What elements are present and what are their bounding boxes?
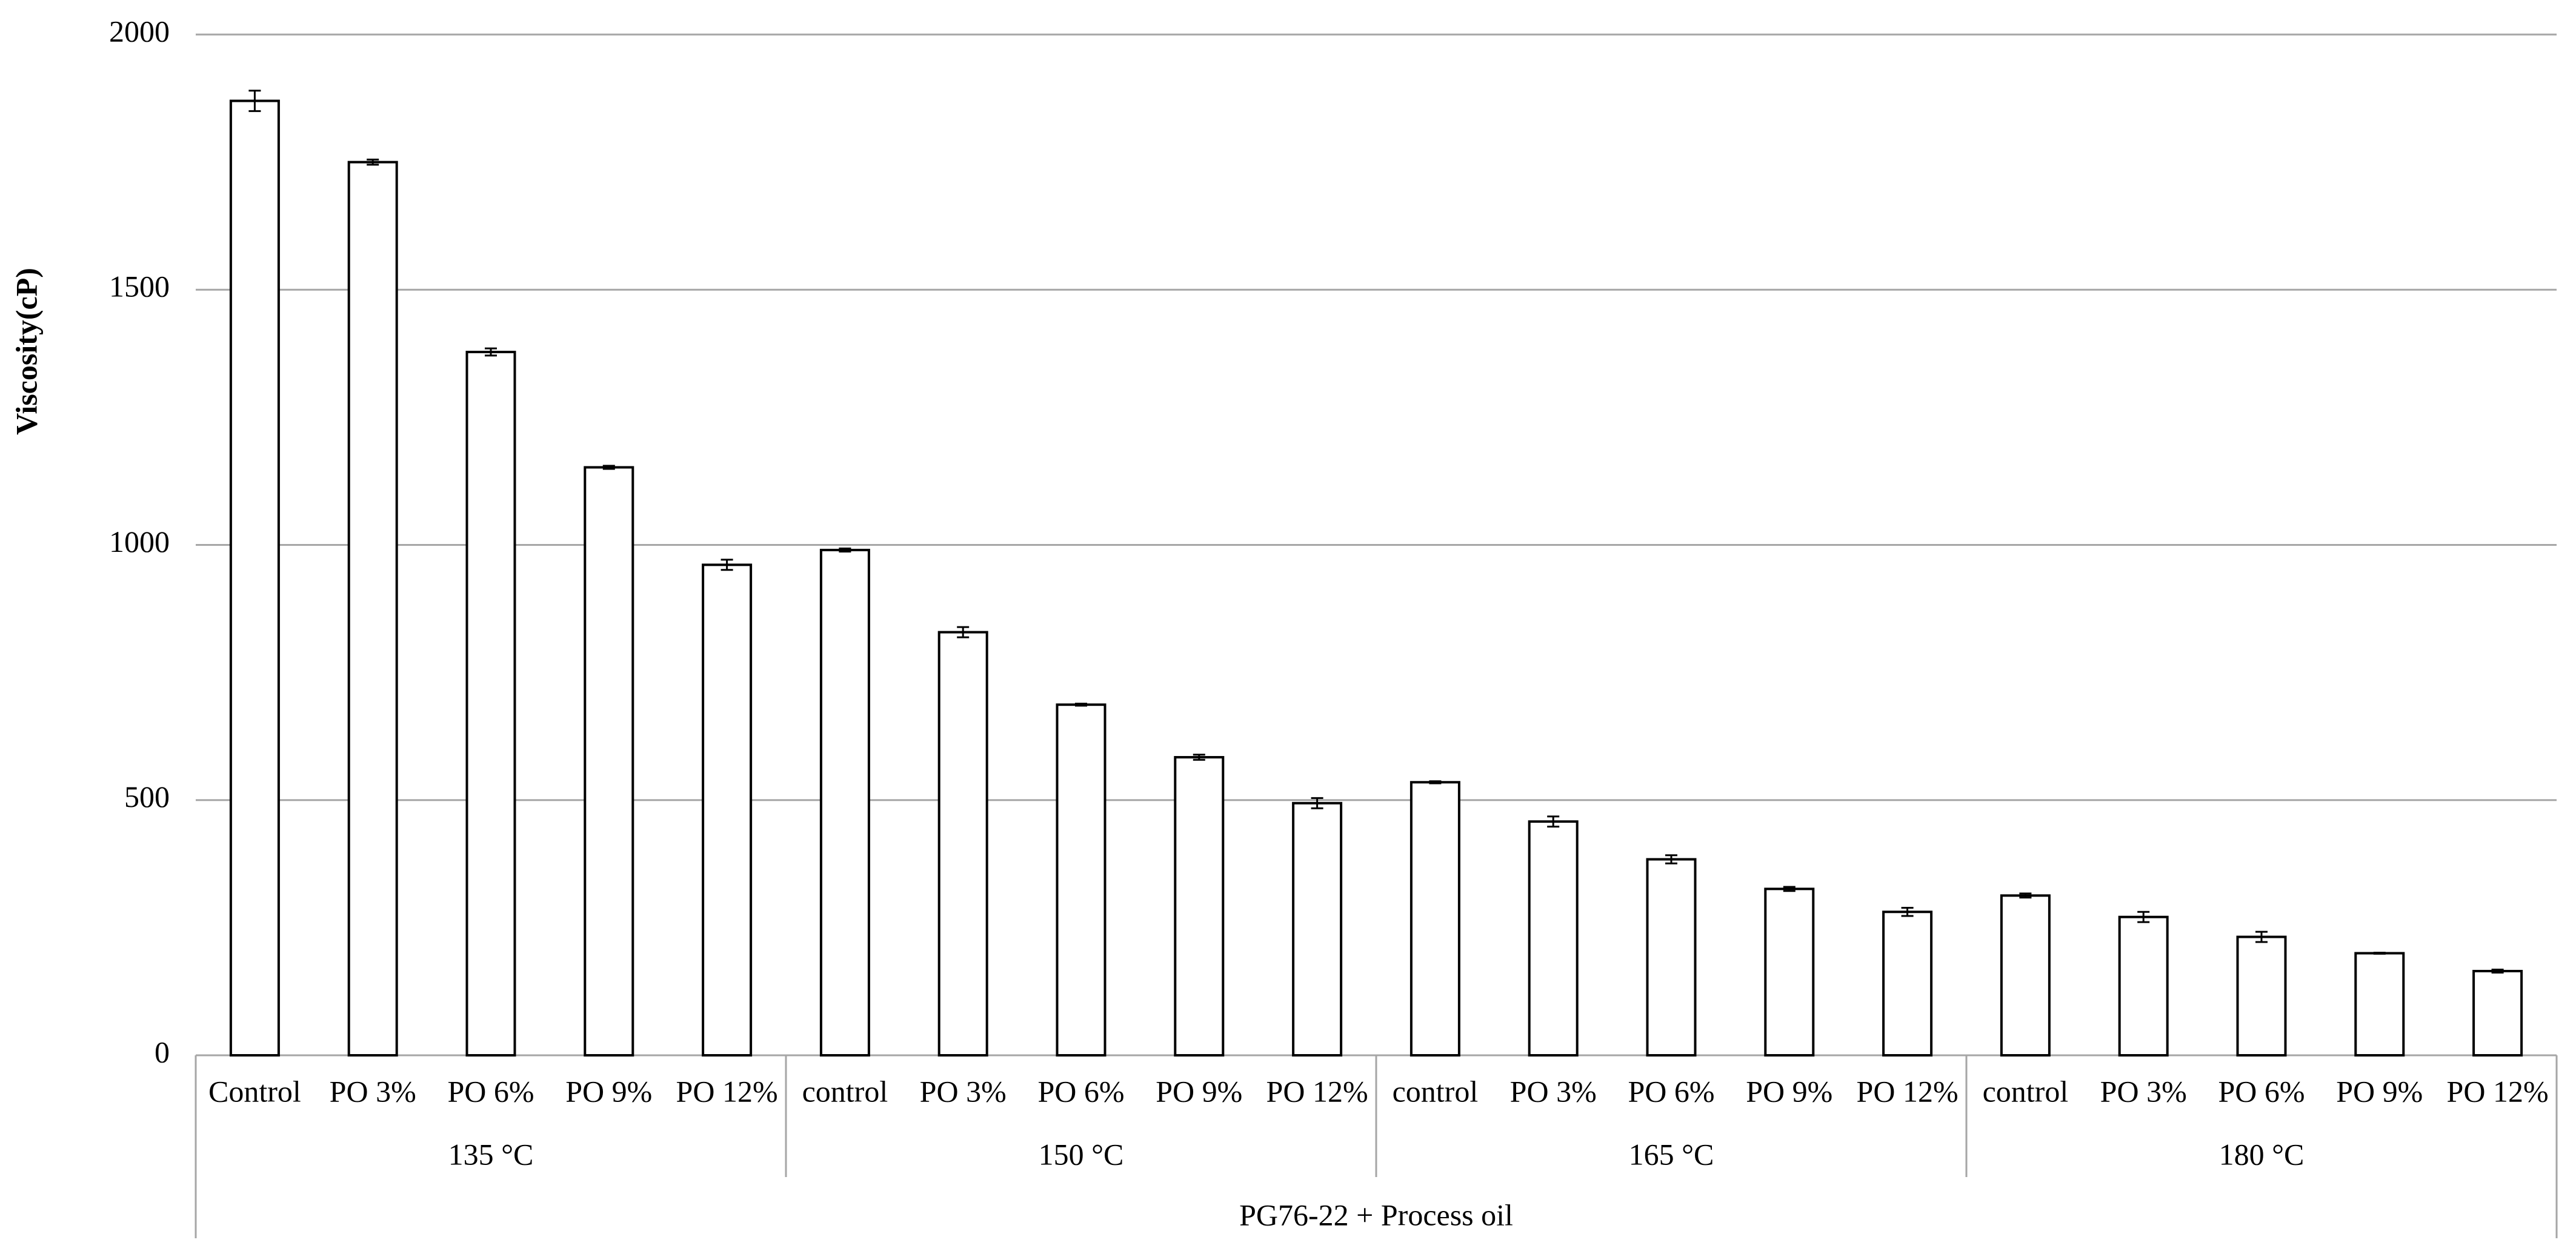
x-tick-label: PO 9%: [1746, 1074, 1832, 1108]
bar: [1056, 703, 1107, 1057]
error-bar: [1429, 780, 1442, 785]
y-tick-label: 2000: [109, 14, 170, 48]
group-label: 135 °C: [448, 1137, 534, 1171]
bar: [937, 631, 988, 1057]
error-bar: [2019, 892, 2032, 899]
x-tick-label: PO 6%: [1037, 1074, 1124, 1108]
x-tick-label: PO 3%: [920, 1074, 1007, 1108]
group-label: 150 °C: [1039, 1137, 1124, 1171]
x-tick-label: PO 6%: [447, 1074, 534, 1108]
bar: [1292, 801, 1343, 1057]
bar: [584, 466, 634, 1057]
bar: [1646, 858, 1697, 1057]
error-bar: [2255, 931, 2268, 943]
error-bar: [1193, 754, 1205, 761]
bar: [702, 563, 753, 1057]
error-bar: [839, 547, 851, 552]
error-bar: [602, 465, 615, 470]
x-tick-label: Control: [208, 1074, 301, 1108]
bar: [1174, 755, 1225, 1057]
error-bar: [485, 347, 497, 357]
error-bar: [2373, 952, 2386, 955]
bar: [465, 351, 516, 1057]
x-tick-label: PO 3%: [2100, 1074, 2187, 1108]
error-bar: [1901, 907, 1914, 917]
x-tick-label: PO 6%: [1628, 1074, 1714, 1108]
x-tick-label: PO 9%: [565, 1074, 652, 1108]
error-bar: [248, 90, 261, 112]
x-tick-label: PO 12%: [1266, 1074, 1368, 1108]
x-tick-label: PO 3%: [1510, 1074, 1597, 1108]
error-bar: [2491, 968, 2504, 974]
x-tick-label: PO 12%: [1857, 1074, 1959, 1108]
x-axis-title: PG76-22 + Process oil: [1239, 1198, 1513, 1232]
bar: [2472, 969, 2523, 1057]
x-tick-label: PO 3%: [330, 1074, 416, 1108]
x-tick-label: PO 9%: [2336, 1074, 2423, 1108]
bar: [2236, 935, 2287, 1057]
y-tick-label: 0: [155, 1035, 170, 1069]
bar: [819, 548, 870, 1057]
x-tick-label: control: [1983, 1074, 2069, 1108]
x-tick-label: control: [1393, 1074, 1479, 1108]
error-bar: [1665, 854, 1677, 864]
y-tick-label: 1500: [109, 270, 170, 304]
error-bar: [721, 559, 733, 571]
bar: [2000, 894, 2051, 1057]
error-bar: [367, 158, 379, 166]
error-bar: [1547, 815, 1560, 828]
x-tick-label: PO 6%: [2218, 1074, 2305, 1108]
x-tick-label: PO 12%: [676, 1074, 778, 1108]
bar: [2354, 952, 2405, 1057]
error-bar: [1075, 703, 1087, 707]
x-tick-label: PO 9%: [1156, 1074, 1242, 1108]
y-tick-label: 1000: [109, 525, 170, 559]
bar: [347, 161, 398, 1057]
error-bar: [1783, 886, 1796, 892]
bar: [1409, 781, 1460, 1057]
y-tick-label: 500: [124, 780, 170, 814]
bar: [229, 99, 280, 1057]
x-tick-label: PO 12%: [2447, 1074, 2549, 1108]
group-label: 165 °C: [1629, 1137, 1714, 1171]
error-bar: [957, 626, 970, 639]
group-label: 180 °C: [2219, 1137, 2305, 1171]
error-bar: [1311, 797, 1323, 809]
bar: [2118, 915, 2169, 1057]
error-bar: [2137, 911, 2150, 923]
bar: [1882, 911, 1933, 1057]
bar: [1764, 887, 1815, 1057]
bar: [1528, 820, 1579, 1057]
y-axis-title: Viscosity(cP): [9, 268, 43, 435]
x-tick-label: control: [802, 1074, 888, 1108]
